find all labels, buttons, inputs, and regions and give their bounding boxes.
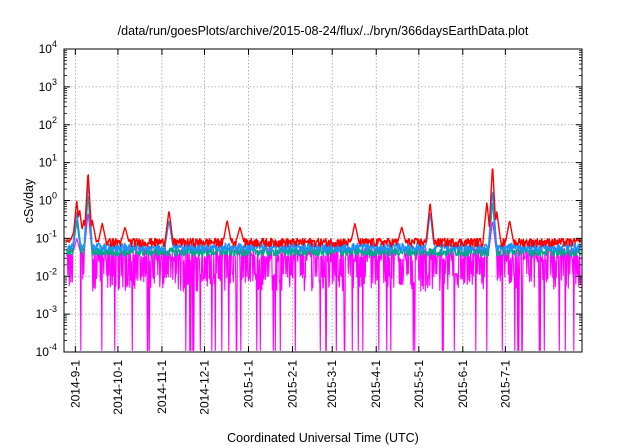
x-axis: 2014-9-1 2014-10-1 2014-11-1 2014-12-1 2015-… bbox=[68, 49, 512, 415]
x-tick-label: 2015-6-1 bbox=[456, 360, 470, 408]
y-tick-exponent: -2 bbox=[49, 266, 57, 276]
y-tick-base: 10 bbox=[39, 42, 53, 56]
series-line bbox=[66, 213, 581, 351]
x-tick-label: 2015-2-1 bbox=[285, 360, 299, 408]
y-tick-exponent: 4 bbox=[52, 39, 57, 49]
x-tick-label: 2015-1-1 bbox=[241, 360, 255, 408]
y-tick-base: 10 bbox=[36, 345, 50, 359]
y-tick-base: 10 bbox=[39, 118, 53, 132]
y-tick-label: 10-2 bbox=[36, 266, 57, 283]
y-tick-base: 10 bbox=[39, 80, 53, 94]
x-tick-label: 2014-10-1 bbox=[111, 360, 125, 415]
x-tick-label: 2015-4-1 bbox=[369, 360, 383, 408]
y-tick-label: 103 bbox=[39, 77, 57, 94]
x-tick-label: 2014-11-1 bbox=[155, 360, 169, 414]
x-tick-label: 2014-12-1 bbox=[197, 360, 211, 415]
series-line bbox=[66, 168, 581, 248]
y-axis-label: cSv/day bbox=[22, 178, 36, 223]
series-line bbox=[66, 182, 581, 253]
y-tick-base: 10 bbox=[36, 269, 50, 283]
x-tick-label: 2014-9-1 bbox=[68, 360, 82, 408]
y-tick-base: 10 bbox=[36, 231, 50, 245]
y-tick-base: 10 bbox=[36, 307, 50, 321]
x-tick-label: 2015-3-1 bbox=[325, 360, 339, 408]
y-tick-exponent: -1 bbox=[49, 228, 57, 238]
chart-title: /data/run/goesPlots/archive/2015-08-24/f… bbox=[118, 24, 529, 38]
y-tick-exponent: 0 bbox=[52, 191, 57, 201]
y-tick-base: 10 bbox=[39, 156, 53, 170]
y-tick-label: 100 bbox=[39, 191, 57, 208]
y-tick-label: 10-4 bbox=[36, 342, 57, 359]
y-tick-exponent: 2 bbox=[52, 115, 57, 125]
y-tick-exponent: -3 bbox=[49, 304, 57, 314]
x-axis-label: Coordinated Universal Time (UTC) bbox=[227, 431, 419, 445]
y-tick-base: 10 bbox=[39, 194, 53, 208]
y-tick-exponent: 1 bbox=[52, 153, 57, 163]
x-tick-label: 2015-7-1 bbox=[498, 360, 512, 408]
y-tick-label: 104 bbox=[39, 39, 57, 56]
y-tick-exponent: 3 bbox=[52, 77, 57, 87]
y-tick-exponent: -4 bbox=[49, 342, 57, 352]
x-tick-label: 2015-5-1 bbox=[412, 360, 426, 408]
grid bbox=[64, 49, 582, 352]
y-tick-label: 10-3 bbox=[36, 304, 57, 321]
y-tick-label: 10-1 bbox=[36, 228, 57, 245]
y-tick-label: 101 bbox=[39, 153, 57, 170]
y-tick-label: 102 bbox=[39, 115, 57, 132]
plot-series bbox=[66, 168, 581, 351]
